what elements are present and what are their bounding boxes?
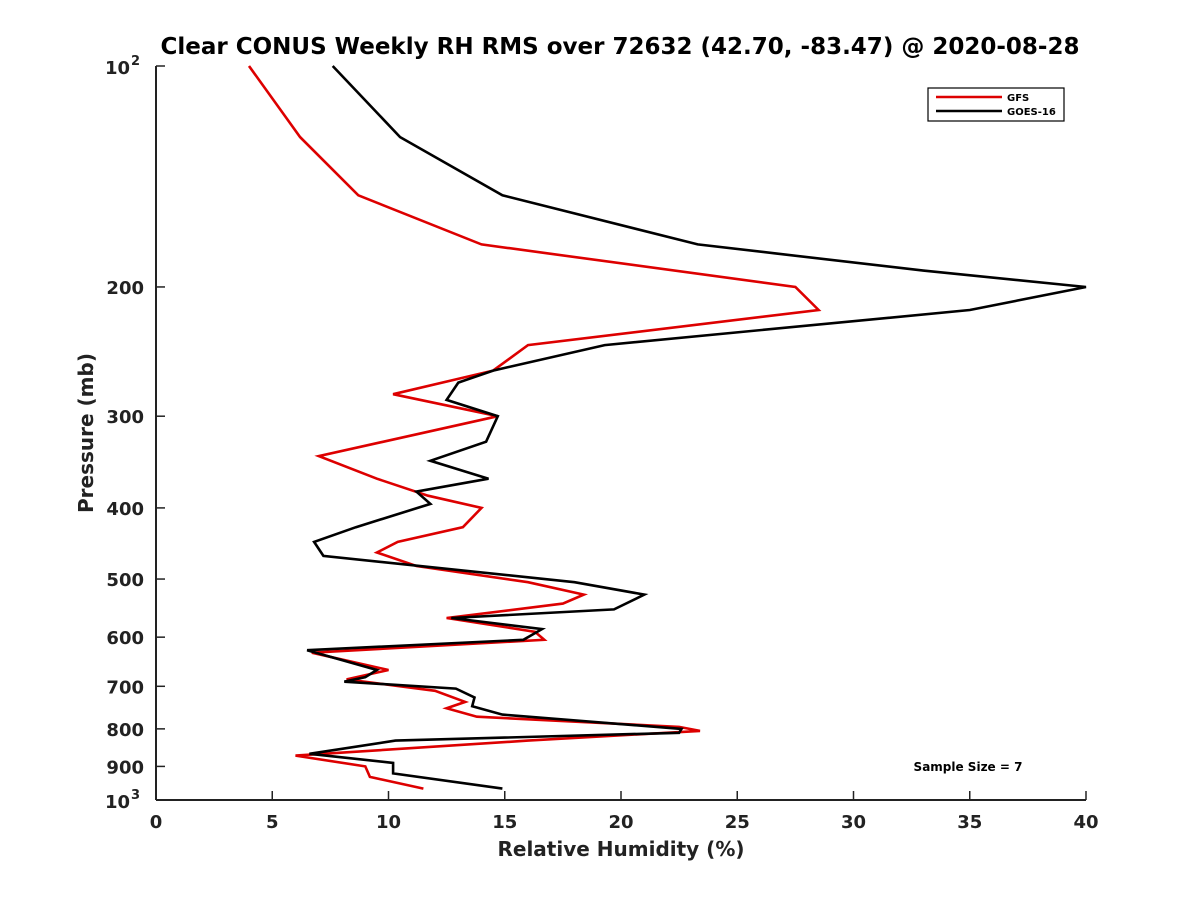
y-tick-label: 500 — [106, 570, 144, 591]
y-tick-exponent: 3 — [131, 788, 140, 803]
y-tick-label: 10 — [105, 792, 130, 813]
series-line-goes-16 — [306, 65, 1087, 790]
x-tick-label: 15 — [492, 812, 517, 833]
y-tick-label: 800 — [106, 720, 144, 741]
y-tick-label: 900 — [106, 757, 144, 778]
y-tick-label: 700 — [106, 677, 144, 698]
y-tick-label: 300 — [106, 407, 144, 428]
y-tick-label: 400 — [106, 499, 144, 520]
series-layer — [247, 65, 1087, 790]
chart-title: Clear CONUS Weekly RH RMS over 72632 (42… — [161, 34, 1080, 60]
legend-box — [927, 87, 1065, 122]
y-tick-label: 10 — [105, 58, 130, 79]
x-tick-label: 0 — [150, 812, 163, 833]
x-tick-label: 30 — [841, 812, 866, 833]
legend: GFS GOES-16 — [927, 87, 1065, 122]
x-tick-label: 20 — [608, 812, 633, 833]
x-tick-group: 0 5 10 15 20 25 30 35 40 — [150, 791, 1099, 833]
series-line-gfs — [247, 65, 822, 790]
x-tick-label: 5 — [266, 812, 279, 833]
y-tick-exponent: 2 — [131, 54, 140, 69]
x-tick-label: 40 — [1073, 812, 1098, 833]
x-tick-label: 25 — [725, 812, 750, 833]
sample-size-annotation: Sample Size = 7 — [914, 760, 1023, 774]
y-axis-label: Pressure (mb) — [74, 353, 98, 513]
y-tick-label: 600 — [106, 628, 144, 649]
y-tick-label: 200 — [106, 278, 144, 299]
legend-label-goes16: GOES-16 — [1007, 107, 1056, 118]
x-tick-label: 10 — [376, 812, 401, 833]
x-tick-label: 35 — [957, 812, 982, 833]
legend-label-gfs: GFS — [1007, 93, 1029, 104]
x-axis-label: Relative Humidity (%) — [497, 837, 744, 861]
